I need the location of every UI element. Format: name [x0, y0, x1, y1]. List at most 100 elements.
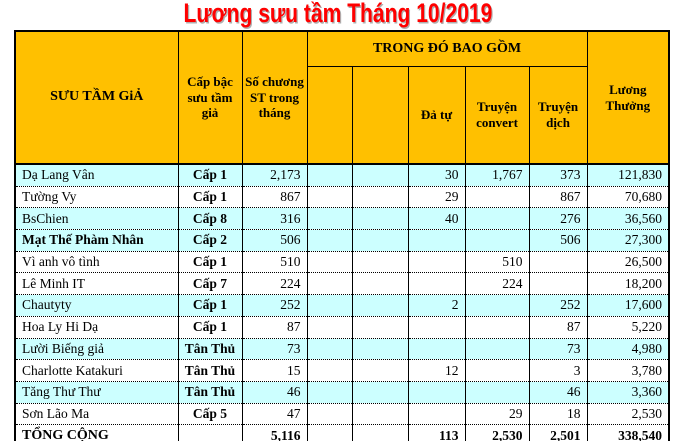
chapter-count-cell: 5,116	[241, 424, 308, 441]
empty-cell-2	[351, 381, 409, 404]
converted-story-cell	[464, 316, 530, 339]
empty-cell-1	[306, 229, 353, 252]
salary-bonus-cell: 3,780	[586, 359, 670, 382]
translated-story-cell: 276	[528, 207, 588, 231]
typing-cell: 12	[407, 359, 466, 382]
empty-cell-2	[351, 229, 409, 252]
rank-cell	[177, 424, 243, 441]
rank-cell: Cấp 2	[177, 229, 243, 252]
salary-bonus-cell: 18,200	[586, 272, 670, 296]
collector-name-cell: Chautyty	[14, 294, 179, 317]
header-salary-bonus: Lương Thưởng	[586, 30, 670, 165]
header-chapter-count: Số chương ST trong tháng	[241, 30, 308, 165]
empty-cell-2	[351, 207, 409, 231]
table-row: Lê Minh IT Cấp 7 224 224 18,200	[14, 272, 670, 296]
rank-cell: Tân Thủ	[177, 338, 243, 361]
rank-cell: Tân Thủ	[177, 359, 243, 382]
converted-story-cell	[464, 381, 530, 404]
converted-story-cell: 1,767	[464, 164, 530, 187]
chapter-count-cell: 316	[241, 207, 308, 231]
chapter-count-cell: 510	[241, 251, 308, 274]
salary-bonus-cell: 5,220	[586, 316, 670, 339]
typing-cell: 29	[407, 186, 466, 209]
chapter-count-cell: 867	[241, 186, 308, 209]
table-row: Hoa Ly Hi Dạ Cấp 1 87 87 5,220	[14, 316, 670, 339]
rank-cell: Cấp 1	[177, 316, 243, 339]
chapter-count-cell: 224	[241, 272, 308, 296]
typing-cell	[407, 338, 466, 361]
table-row: Sơn Lão Ma Cấp 5 47 29 18 2,530	[14, 403, 670, 426]
empty-cell-2	[351, 338, 409, 361]
converted-story-cell: 510	[464, 251, 530, 274]
translated-story-cell: 87	[528, 316, 588, 339]
empty-cell-2	[351, 294, 409, 317]
converted-story-cell	[464, 294, 530, 317]
empty-cell-1	[306, 207, 353, 231]
salary-table: SƯU TẦM GiẢ Cấp bậc sưu tầm giả Số chươn…	[14, 30, 671, 441]
translated-story-cell	[528, 272, 588, 296]
chapter-count-cell: 73	[241, 338, 308, 361]
collector-name-cell: BsChien	[14, 207, 179, 231]
table-row: Charlotte Katakuri Tân Thủ 15 12 3 3,780	[14, 359, 670, 382]
salary-bonus-cell: 70,680	[586, 186, 670, 209]
empty-cell-2	[351, 251, 409, 274]
typing-cell	[407, 403, 466, 426]
rank-cell: Cấp 7	[177, 272, 243, 296]
converted-story-cell	[464, 207, 530, 231]
page-title: Lương sưu tầm Tháng 10/2019	[0, 0, 676, 28]
salary-bonus-cell: 4,980	[586, 338, 670, 361]
translated-story-cell: 18	[528, 403, 588, 426]
rank-cell: Cấp 1	[177, 251, 243, 274]
chapter-count-cell: 15	[241, 359, 308, 382]
translated-story-cell: 46	[528, 381, 588, 404]
collector-name-cell: Lê Minh IT	[14, 272, 179, 296]
translated-story-cell: 373	[528, 164, 588, 187]
empty-cell-1	[306, 251, 353, 274]
collector-name-cell: TỔNG CỘNG	[14, 424, 179, 441]
typing-cell: 40	[407, 207, 466, 231]
translated-story-cell	[528, 251, 588, 274]
translated-story-cell: 252	[528, 294, 588, 317]
translated-story-cell: 3	[528, 359, 588, 382]
converted-story-cell: 2,530	[464, 424, 530, 441]
empty-cell-2	[351, 359, 409, 382]
chapter-count-cell: 47	[241, 403, 308, 426]
empty-cell-2	[351, 403, 409, 426]
converted-story-cell	[464, 229, 530, 252]
typing-cell: 113	[407, 424, 466, 441]
converted-story-cell: 29	[464, 403, 530, 426]
typing-cell	[407, 272, 466, 296]
salary-bonus-cell: 121,830	[586, 164, 670, 187]
page-title-text: Lương sưu tầm Tháng 10/2019	[183, 0, 493, 28]
empty-cell-1	[306, 272, 353, 296]
chapter-count-cell: 46	[241, 381, 308, 404]
collector-name-cell: Lười Biếng giả	[14, 338, 179, 361]
typing-cell	[407, 381, 466, 404]
salary-bonus-cell: 3,360	[586, 381, 670, 404]
collector-name-cell: Mạt Thế Phàm Nhân	[14, 229, 179, 252]
collector-name-cell: Tăng Thư Thư	[14, 381, 179, 404]
chapter-count-cell: 252	[241, 294, 308, 317]
rank-cell: Cấp 1	[177, 294, 243, 317]
typing-cell: 2	[407, 294, 466, 317]
typing-cell	[407, 316, 466, 339]
collector-name-cell: Charlotte Katakuri	[14, 359, 179, 382]
table-row: Vì anh vô tình Cấp 1 510 510 26,500	[14, 251, 670, 274]
collector-name-cell: Hoa Ly Hi Dạ	[14, 316, 179, 339]
salary-bonus-cell: 17,600	[586, 294, 670, 317]
header-sub-empty-1	[306, 66, 353, 165]
empty-cell-1	[306, 359, 353, 382]
table-body: Dạ Lang Vân Cấp 1 2,173 30 1,767 373 121…	[14, 164, 670, 441]
salary-bonus-cell: 36,560	[586, 207, 670, 231]
empty-cell-1	[306, 164, 353, 187]
total-row: TỔNG CỘNG 5,116 113 2,530 2,501 338,540	[14, 424, 670, 441]
empty-cell-2	[351, 164, 409, 187]
table-row: BsChien Cấp 8 316 40 276 36,560	[14, 207, 670, 231]
translated-story-cell: 867	[528, 186, 588, 209]
header-sub-empty-2	[351, 66, 409, 165]
header-collector: SƯU TẦM GiẢ	[14, 30, 179, 165]
table-row: Lười Biếng giả Tân Thủ 73 73 4,980	[14, 338, 670, 361]
converted-story-cell: 224	[464, 272, 530, 296]
converted-story-cell	[464, 338, 530, 361]
